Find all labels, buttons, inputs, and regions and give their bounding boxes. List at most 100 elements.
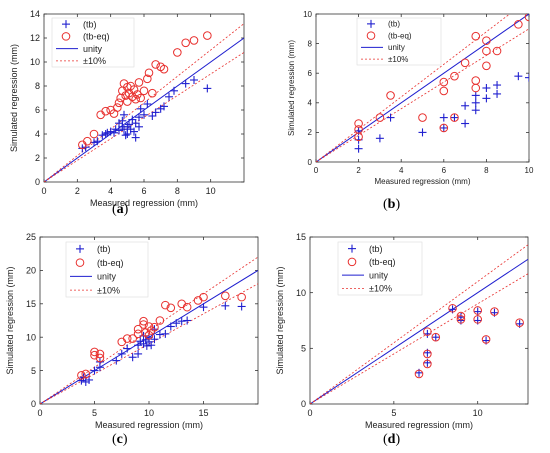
chart-d-unity-line <box>310 258 528 404</box>
chart-c-tbeq-point-19 <box>161 300 170 310</box>
chart-d-ytick-label-3: 15 <box>296 232 306 242</box>
chart-d-ytick-label-1: 5 <box>301 343 306 353</box>
chart-d-tbeq-point-4 <box>431 332 441 342</box>
chart-d-legend-label-tbeq: (tb-eq) <box>369 257 396 267</box>
chart-b-legend: (tb) (tb-eq) unity ±10% <box>356 17 442 66</box>
chart-b-ytick-label-4: 8 <box>308 39 313 48</box>
chart-c-tbeq-point-6 <box>117 337 127 347</box>
chart-c: 0 5 10 15 0 5 10 15 20 25 Measured regression (mm)… <box>5 232 259 430</box>
chart-a-ytick-label-4: 8 <box>35 81 40 91</box>
chart-b-tbeq-point-13 <box>471 76 481 85</box>
chart-c-tbeq-point-14 <box>144 322 154 331</box>
chart-c-ytick-label-0: 0 <box>31 399 36 409</box>
chart-b-legend-label-band: ±10% <box>388 55 408 64</box>
chart-b-xtick-label-5: 10 <box>525 166 534 175</box>
chart-a-tbeq-point-14 <box>123 97 132 106</box>
chart-c-legend-label-band: ±10% <box>97 285 120 295</box>
chart-d-legend: (tb) (tb-eq) unity ±10% <box>337 241 423 296</box>
chart-c-tbeq-point-21 <box>177 299 186 309</box>
chart-c-tbeq-point-24 <box>199 292 208 302</box>
chart-d-tbeq-point-6 <box>456 315 466 324</box>
chart-a-legend-label-tb: (tb) <box>83 19 97 29</box>
chart-a-xtick-label-5: 10 <box>206 186 216 196</box>
chart-c-tbeq-point-11 <box>139 320 148 329</box>
chart-b-legend-label-tb: (tb) <box>388 20 400 29</box>
chart-d-ytick-label-0: 0 <box>301 399 306 409</box>
chart-a-ytick-label-1: 2 <box>35 153 40 163</box>
chart-b: 0 2 4 6 8 10 0 2 4 6 8 10 Measured regression (mm) Si… <box>287 10 534 186</box>
chart-b-tbeq-point-14 <box>471 31 481 41</box>
chart-d-legend-label-unity: unity <box>369 270 389 280</box>
chart-b-tbeq-point-17 <box>482 36 491 45</box>
chart-c-xtick-label-0: 0 <box>37 408 42 418</box>
chart-a-tbeq-point-23 <box>139 86 149 96</box>
chart-c-tbeq-point-17 <box>150 322 159 332</box>
chart-d-reference-lines <box>310 244 528 404</box>
chart-c-tbeq-point-10 <box>133 324 143 334</box>
chart-d-legend-marker-tbeq <box>347 257 357 267</box>
chart-d-series-tb <box>415 305 524 377</box>
chart-b-tbeq-point-7 <box>439 77 449 87</box>
chart-d: 0 5 10 0 5 10 15 Measured regression (mm) Simula… <box>275 232 529 430</box>
chart-c-xtick-label-3: 15 <box>198 408 208 418</box>
chart-c-tbeq-point-2 <box>90 347 99 357</box>
chart-c-xtick-label-1: 5 <box>92 408 97 418</box>
chart-a-tbeq-point-27 <box>151 60 160 69</box>
chart-a-tbeq-point-24 <box>143 74 152 84</box>
chart-a-legend-marker-tbeq <box>61 32 71 41</box>
chart-a-ytick-label-5: 10 <box>30 57 40 67</box>
chart-c-tbeq-point-1 <box>81 369 91 379</box>
chart-b-xtick-label-1: 2 <box>356 166 361 175</box>
chart-d-tbeq-point-10 <box>481 335 491 344</box>
chart-c-tbeq-point-18 <box>155 316 165 325</box>
chart-a-xtick-label-0: 0 <box>41 186 46 196</box>
chart-d-xtick-label-2: 10 <box>473 408 483 418</box>
chart-d-xtick-label-0: 0 <box>307 408 312 418</box>
chart-a-tbeq-point-32 <box>189 36 199 45</box>
chart-c-tbeq-point-23 <box>193 296 203 305</box>
chart-a-ytick-label-7: 14 <box>30 9 40 19</box>
chart-a-tbeq-point-26 <box>148 88 157 98</box>
chart-a: 0 2 4 6 8 10 0 2 4 6 8 10 12 14 Measured regression (m… <box>9 9 245 208</box>
chart-c-tbeq-point-7 <box>122 334 132 343</box>
chart-a-ytick-label-6: 12 <box>30 33 40 43</box>
chart-c-series-tb <box>77 301 246 386</box>
chart-c-legend-label-unity: unity <box>97 272 117 282</box>
chart-d-tbeq-point-5 <box>448 303 457 313</box>
chart-a-xtick-label-3: 6 <box>141 186 146 196</box>
chart-a-legend-label-unity: unity <box>83 44 103 54</box>
chart-d-xtick-label-1: 5 <box>391 408 396 418</box>
chart-a-tbeq-point-19 <box>131 94 140 104</box>
chart-b-legend-label-tbeq: (tb-eq) <box>388 31 412 40</box>
chart-c-tbeq-point-12 <box>139 316 148 326</box>
chart-c-ytick-label-5: 25 <box>26 232 36 242</box>
chart-a-xtick-label-4: 8 <box>175 186 180 196</box>
chart-b-tbeq-point-3 <box>375 113 385 122</box>
chart-b-tbeq-point-5 <box>418 113 427 122</box>
chart-b-tbeq-point-1 <box>354 119 363 128</box>
chart-c-tbeq-point-3 <box>90 350 99 360</box>
chart-a-xlabel: Measured regression (mm) <box>90 198 198 208</box>
chart-a-tbeq-point-1 <box>83 136 92 146</box>
chart-a-tbeq-point-8 <box>114 98 124 108</box>
chart-b-tbeq-point-11 <box>460 58 470 68</box>
chart-a-series-tb <box>78 76 212 153</box>
chart-d-series-tbeq <box>414 303 524 379</box>
chart-d-tbeq-point-2 <box>423 349 432 359</box>
chart-a-tbeq-point-30 <box>173 48 182 57</box>
chart-d-axes-frame <box>309 236 529 405</box>
chart-b-ytick-label-1: 2 <box>308 128 313 137</box>
chart-a-ytick-label-3: 6 <box>35 105 40 115</box>
panel-label-a: (a) <box>112 202 129 217</box>
chart-a-legend-label-tbeq: (tb-eq) <box>83 32 110 42</box>
chart-c-ytick-label-2: 10 <box>26 332 36 342</box>
chart-a-xtick-label-2: 4 <box>108 186 113 196</box>
chart-c-legend: (tb) (tb-eq) unity ±10% <box>65 241 149 298</box>
chart-d-ylabel: Simulated regression (mm) <box>275 266 285 374</box>
chart-b-tbeq-point-18 <box>492 46 502 56</box>
chart-b-xtick-label-0: 0 <box>314 166 319 175</box>
chart-a-series-tbeq <box>78 31 212 150</box>
chart-c-ytick-label-3: 15 <box>26 299 36 309</box>
chart-d-xlabel: Measured regression (mm) <box>365 420 473 430</box>
